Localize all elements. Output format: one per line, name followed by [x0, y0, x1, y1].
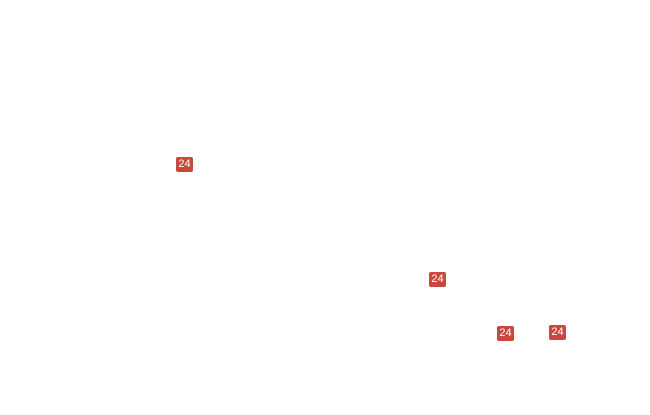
count-badge-label: 24: [499, 327, 512, 339]
count-badge[interactable]: 24: [497, 326, 514, 341]
count-badge[interactable]: 24: [176, 157, 193, 172]
count-badge-label: 24: [178, 158, 191, 170]
count-badge[interactable]: 24: [549, 325, 566, 340]
count-badge-label: 24: [431, 273, 444, 285]
count-badge-label: 24: [551, 326, 564, 338]
count-badge[interactable]: 24: [429, 272, 446, 287]
